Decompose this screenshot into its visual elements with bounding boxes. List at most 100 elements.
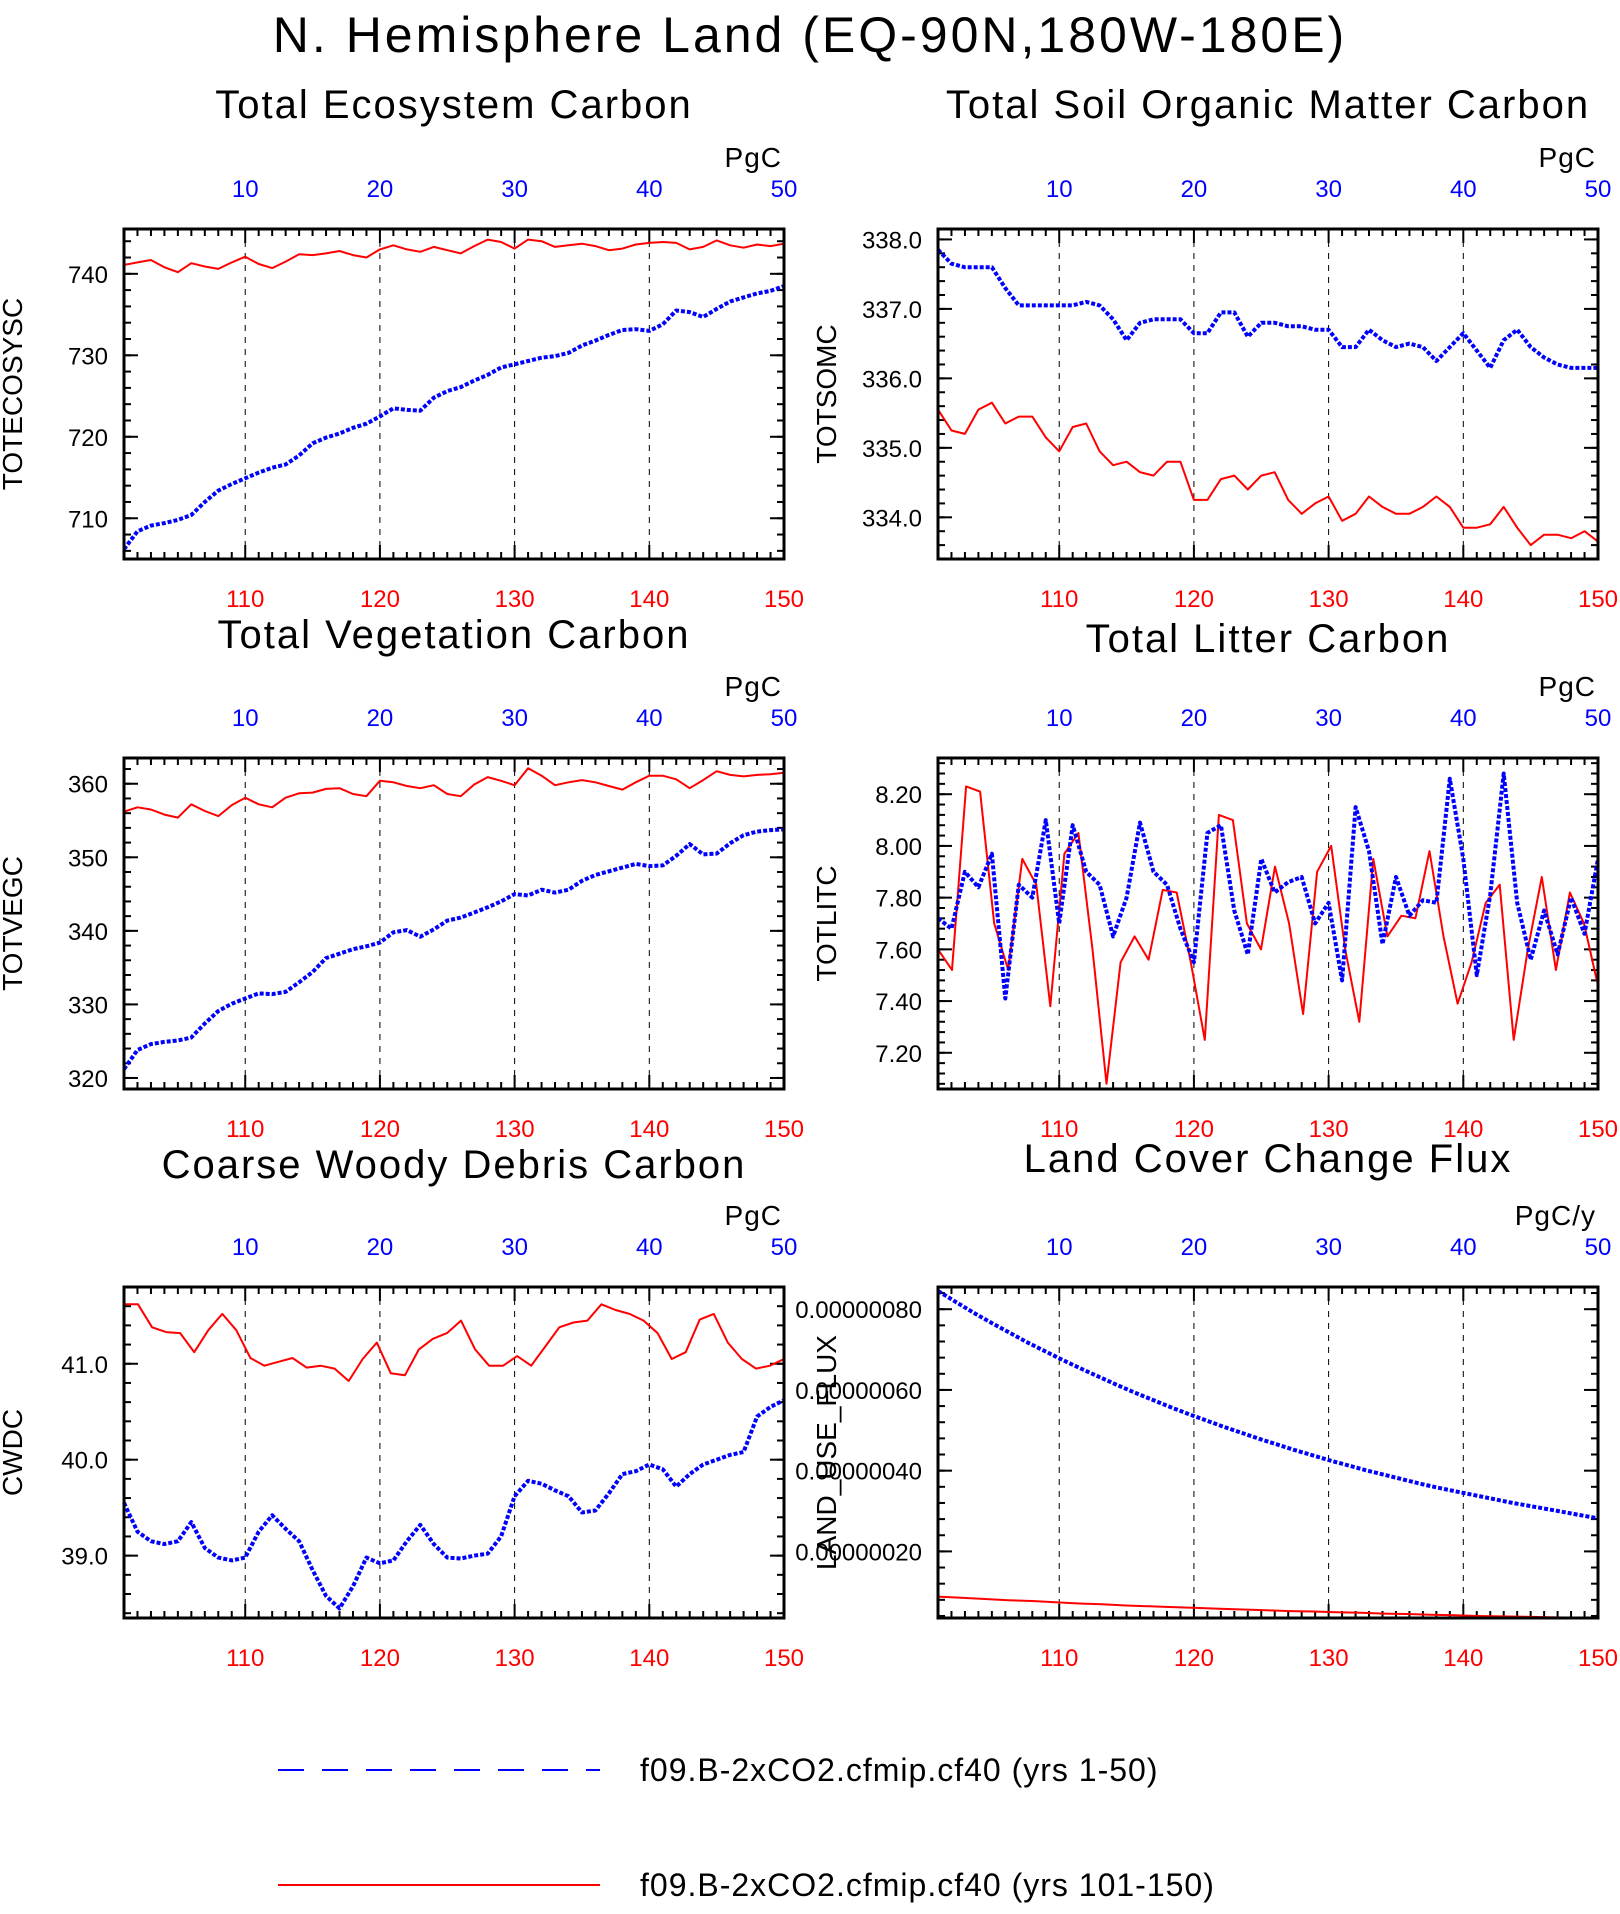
series-line-red [123, 767, 785, 819]
y-tick-label: 334.0 [862, 505, 922, 532]
panel-title: Land Cover Change Flux [1024, 1137, 1513, 1181]
panel-title: Total Vegetation Carbon [218, 613, 691, 657]
series-line-red [937, 401, 1599, 547]
plot-frame [122, 1285, 786, 1620]
x-tick-label: 120 [1174, 1645, 1214, 1672]
x-top-tick-label: 50 [1585, 1234, 1612, 1261]
page-title: N. Hemisphere Land (EQ-90N,180W-180E) [273, 7, 1347, 63]
y-tick-label: 7.20 [875, 1041, 922, 1068]
x-tick-label: 110 [1040, 1645, 1078, 1672]
y-tick-label: 720 [68, 425, 108, 452]
x-tick-label: 130 [1309, 1116, 1349, 1143]
panel-3: Total Vegetation Carbon PgC 110 10 120 20 130 3… [0, 613, 804, 1143]
x-tick-label: 150 [1578, 1645, 1618, 1672]
x-tick-label: 110 [1040, 586, 1078, 613]
x-tick-label: 120 [1174, 586, 1214, 613]
y-axis-label: CWDC [0, 1409, 28, 1496]
x-top-tick-label: 30 [501, 705, 528, 732]
y-tick-label: 320 [68, 1066, 108, 1093]
x-tick-label: 120 [360, 586, 400, 613]
x-tick-label: 110 [226, 586, 264, 613]
legend-label-blue: f09.B-2xCO2.cfmip.cf40 (yrs 1-50) [640, 1752, 1158, 1788]
y-tick-label: 8.00 [875, 834, 922, 861]
x-tick-label: 110 [226, 1116, 264, 1143]
y-tick-label: 0.00000020 [795, 1539, 922, 1566]
y-tick-label: 338.0 [862, 227, 922, 254]
panel-title: Total Soil Organic Matter Carbon [946, 83, 1590, 127]
series-line-blue [936, 771, 1600, 1001]
y-tick-label: 7.80 [875, 886, 922, 913]
x-tick-label: 140 [629, 1116, 669, 1143]
x-tick-label: 130 [495, 1116, 535, 1143]
series-line-red [937, 1595, 1572, 1619]
x-top-tick-label: 30 [501, 1234, 528, 1261]
x-tick-label: 140 [629, 1645, 669, 1672]
x-tick-label: 110 [226, 1645, 264, 1672]
panel-5: Coarse Woody Debris Carbon PgC 110 10 120 20 1… [0, 1143, 804, 1672]
x-top-tick-label: 20 [1181, 705, 1208, 732]
y-tick-label: 0.00000060 [795, 1378, 922, 1405]
x-top-tick-label: 10 [1046, 705, 1073, 732]
x-tick-label: 140 [1443, 586, 1483, 613]
y-tick-label: 710 [68, 506, 108, 533]
x-tick-label: 130 [1309, 586, 1349, 613]
panel-title: Total Ecosystem Carbon [215, 83, 693, 127]
x-top-tick-label: 40 [636, 176, 663, 203]
x-top-tick-label: 30 [1315, 705, 1342, 732]
y-tick-label: 350 [68, 845, 108, 872]
series-line-blue [122, 1398, 785, 1611]
y-tick-label: 0.00000080 [795, 1297, 922, 1324]
units-label: PgC [1539, 142, 1596, 173]
x-top-tick-label: 20 [1181, 1234, 1208, 1261]
legend-label-red: f09.B-2xCO2.cfmip.cf40 (yrs 101-150) [640, 1867, 1215, 1903]
panel-2: Total Soil Organic Matter Carbon PgC 110 10… [811, 83, 1618, 613]
x-tick-label: 120 [1174, 1116, 1214, 1143]
x-top-tick-label: 20 [367, 1234, 394, 1261]
y-tick-label: 336.0 [862, 366, 922, 393]
y-tick-label: 7.40 [875, 989, 922, 1016]
series-line-red [937, 785, 1599, 1085]
y-axis-label: TOTLITC [811, 865, 842, 981]
plot-frame [936, 227, 1600, 561]
units-label: PgC [725, 142, 782, 173]
series-line-red [124, 1303, 785, 1382]
units-label: PgC [725, 671, 782, 702]
x-tick-label: 130 [495, 1645, 535, 1672]
y-axis-label: TOTSOMC [811, 324, 842, 463]
plot-frame [122, 756, 786, 1091]
y-tick-label: 39.0 [61, 1544, 108, 1571]
x-tick-label: 140 [1443, 1116, 1483, 1143]
x-top-tick-label: 20 [1181, 176, 1208, 203]
x-top-tick-label: 10 [232, 705, 259, 732]
x-tick-label: 140 [629, 586, 669, 613]
x-top-tick-label: 30 [1315, 1234, 1342, 1261]
x-tick-label: 130 [1309, 1645, 1349, 1672]
x-top-tick-label: 30 [1315, 176, 1342, 203]
x-tick-label: 110 [1040, 1116, 1078, 1143]
x-tick-label: 140 [1443, 1645, 1483, 1672]
y-tick-label: 41.0 [61, 1352, 108, 1379]
x-top-tick-label: 40 [636, 705, 663, 732]
x-tick-label: 150 [764, 1116, 804, 1143]
x-tick-label: 150 [1578, 586, 1618, 613]
x-top-tick-label: 50 [771, 176, 798, 203]
y-tick-label: 335.0 [862, 436, 922, 463]
y-tick-label: 8.20 [875, 782, 922, 809]
x-tick-label: 120 [360, 1116, 400, 1143]
x-top-tick-label: 10 [1046, 176, 1073, 203]
y-tick-label: 340 [68, 919, 108, 946]
y-axis-label: TOTECOSYSC [0, 298, 28, 490]
panel-4: Total Litter Carbon PgC 110 10 120 20 130 30 140… [811, 617, 1618, 1143]
series-line-red [123, 238, 785, 274]
x-top-tick-label: 20 [367, 176, 394, 203]
x-tick-label: 150 [764, 1645, 804, 1672]
panel-title: Total Litter Carbon [1086, 617, 1451, 661]
series-line-blue [122, 284, 785, 551]
units-label: PgC [725, 1200, 782, 1231]
x-top-tick-label: 40 [1450, 1234, 1477, 1261]
x-tick-label: 150 [1578, 1116, 1618, 1143]
panel-title: Coarse Woody Debris Carbon [162, 1143, 747, 1187]
series-line-blue [936, 248, 1598, 370]
y-tick-label: 40.0 [61, 1448, 108, 1475]
